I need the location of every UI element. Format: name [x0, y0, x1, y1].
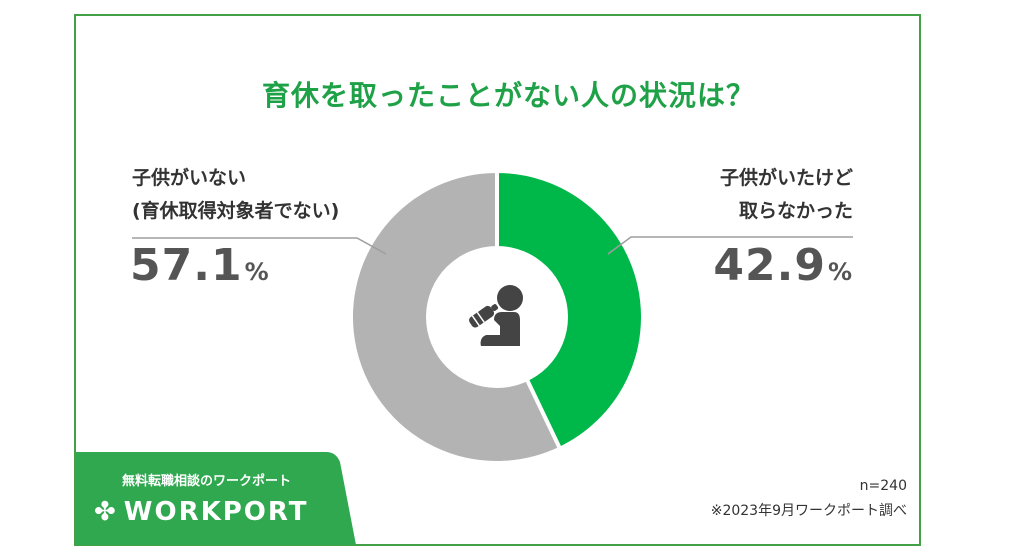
slice-label-gray: 子供がいない (育休取得対象者でない)	[132, 167, 340, 222]
badge-tagline: 無料転職相談のワークポート	[122, 474, 292, 489]
right-leader-line	[607, 236, 853, 255]
baby-with-bottle-icon	[469, 285, 523, 346]
workport-badge	[76, 452, 356, 545]
clover-icon: ✤	[94, 497, 118, 527]
source-note: ※2023年9月ワークポート調べ	[710, 503, 907, 519]
left-leader-line	[132, 237, 387, 255]
slice-label-green: 子供がいたけど 取らなかった	[719, 167, 853, 222]
slice-value-green: 42.9%	[713, 240, 853, 291]
slice-value-gray: 57.1%	[130, 240, 270, 291]
chart-title: 育休を取ったことがない人の状況は？	[261, 79, 755, 112]
sample-size: n=240	[859, 478, 907, 494]
workport-logo: ✤ WORKPORT	[94, 497, 309, 527]
donut-slice-green	[495, 168, 645, 452]
